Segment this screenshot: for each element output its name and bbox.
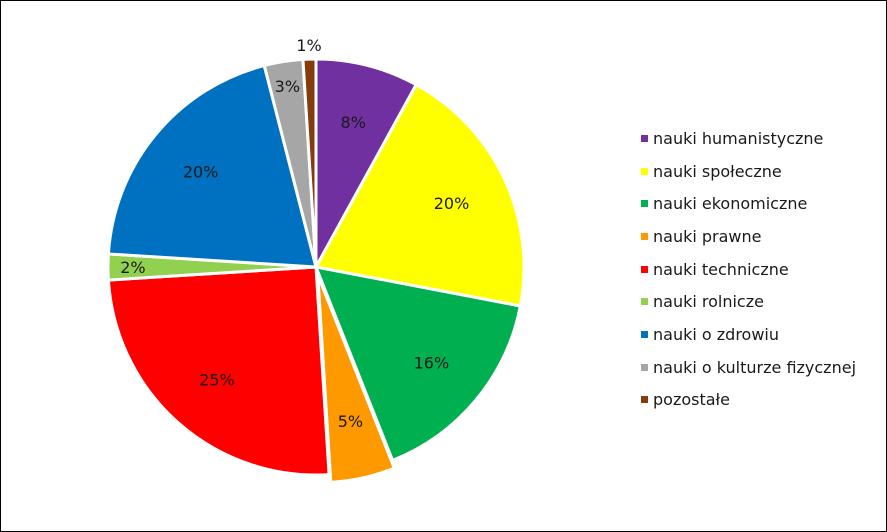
legend-swatch [641, 265, 648, 273]
legend-item-6: nauki o zdrowiu [641, 318, 886, 351]
data-label-8: 1% [296, 36, 321, 55]
legend-label: nauki ekonomiczne [653, 194, 808, 214]
legend-swatch [641, 200, 648, 208]
data-label-0: 8% [341, 113, 366, 132]
legend-swatch [641, 134, 648, 142]
legend-item-0: nauki humanistyczne [641, 122, 886, 155]
legend-swatch [641, 330, 648, 338]
legend-label: nauki prawne [653, 226, 762, 246]
legend-item-1: nauki społeczne [641, 155, 886, 188]
legend-label: nauki techniczne [653, 259, 789, 279]
legend-swatch [641, 298, 648, 306]
data-label-4: 25% [199, 370, 235, 389]
pie-slice-1 [313, 82, 526, 308]
pie-slice-4 [106, 265, 331, 477]
data-label-2: 16% [414, 353, 450, 372]
legend-swatch [641, 232, 648, 240]
legend-item-5: nauki rolnicze [641, 285, 886, 318]
data-label-1: 20% [434, 194, 470, 213]
data-label-7: 3% [275, 77, 300, 96]
legend-label: nauki społeczne [653, 161, 782, 181]
legend-item-4: nauki techniczne [641, 253, 886, 286]
data-label-3: 5% [338, 412, 363, 431]
legend: nauki humanistyczne nauki społeczne nauki … [641, 122, 886, 416]
pie-slice-3 [316, 274, 397, 484]
data-label-6: 20% [183, 163, 219, 182]
legend-item-8: pozostałe [641, 384, 886, 417]
legend-label: nauki o kulturze fizycznej [653, 357, 857, 377]
legend-item-2: nauki ekonomiczne [641, 187, 886, 220]
pie-slice-2 [313, 265, 523, 463]
pie-slice-6 [106, 63, 318, 269]
legend-swatch [641, 396, 648, 404]
legend-swatch [641, 363, 648, 371]
legend-label: nauki humanistyczne [653, 128, 824, 148]
data-label-5: 2% [120, 258, 145, 277]
pie-slice-8 [301, 57, 318, 268]
pie-slice-0 [314, 57, 419, 268]
legend-item-3: nauki prawne [641, 220, 886, 253]
legend-label: pozostałe [653, 390, 730, 410]
legend-item-7: nauki o kulturze fizycznej [641, 351, 886, 384]
legend-label: nauki rolnicze [653, 292, 764, 312]
legend-swatch [641, 167, 648, 175]
legend-label: nauki o zdrowiu [653, 324, 779, 344]
